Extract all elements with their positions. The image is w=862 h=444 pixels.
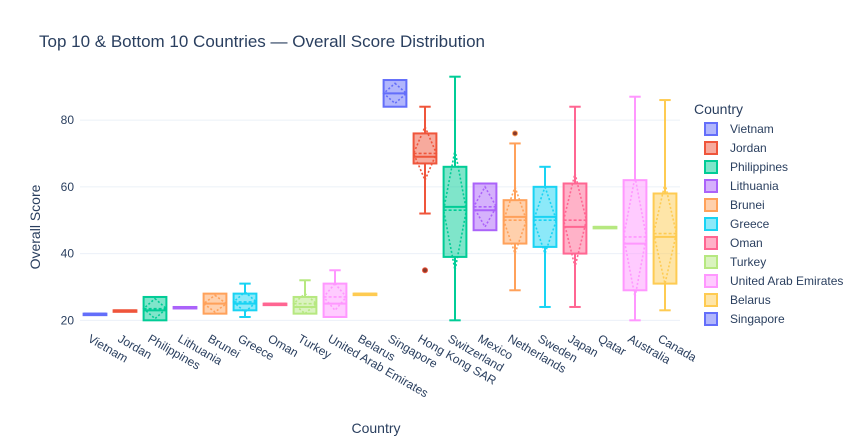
box-australia [622, 95, 648, 322]
legend-swatch [704, 255, 718, 269]
legend-swatch [704, 217, 718, 231]
box-jordan [112, 309, 138, 313]
legend-item[interactable]: Vietnam [704, 122, 774, 136]
box-turkey [292, 279, 318, 315]
y-axis-title: Overall Score [27, 184, 43, 269]
legend-swatch [704, 293, 718, 307]
box-netherlands [502, 130, 528, 292]
box-switzerland [442, 75, 468, 322]
box-united-arab-emirates [322, 269, 348, 318]
legend-label: United Arab Emirates [730, 274, 843, 288]
legend-item[interactable]: Oman [704, 236, 763, 250]
iqr-box [322, 282, 348, 318]
legend-label: Belarus [730, 293, 771, 307]
iqr-box [652, 192, 678, 285]
mean-sd-diamond [412, 124, 438, 183]
box-greece [232, 282, 258, 318]
legend-item[interactable]: Brunei [704, 198, 765, 212]
legend-label: Turkey [730, 255, 766, 269]
box-brunei [202, 292, 228, 315]
mean-sd-diamond [442, 149, 468, 271]
legend-swatch [704, 179, 718, 193]
box-lithuania [172, 305, 198, 310]
box-canada [652, 99, 678, 312]
x-axis-title: Country [351, 420, 400, 436]
iqr-box [412, 132, 438, 165]
legend-swatch [704, 122, 718, 136]
legend-label: Oman [730, 236, 763, 250]
mean-sd-diamond [202, 294, 228, 313]
box-qatar [592, 225, 618, 230]
box-series [82, 75, 678, 322]
iqr-box [292, 295, 318, 315]
chart-title: Top 10 & Bottom 10 Countries — Overall S… [39, 32, 485, 51]
legend-label: Greece [730, 217, 770, 231]
y-tick-label: 60 [61, 180, 75, 194]
legend-item[interactable]: Greece [704, 217, 770, 231]
y-tick-label: 80 [61, 113, 75, 127]
legend-label: Philippines [730, 160, 788, 174]
mean-sd-diamond [622, 176, 648, 298]
legend-item[interactable]: Belarus [704, 293, 771, 307]
legend: Country Vietnam Jordan Philippines Lithuani… [694, 101, 843, 326]
x-axis-ticks: VietnamJordanPhilippinesLithuaniaBruneiG… [86, 331, 700, 400]
y-axis-ticks: 20 40 60 80 [61, 113, 75, 327]
outlier-point [422, 267, 428, 274]
legend-item[interactable]: Jordan [704, 141, 767, 155]
x-tick-label: Turkey [296, 331, 334, 361]
legend-label: Brunei [730, 198, 765, 212]
box-oman [262, 302, 288, 307]
legend-label: Vietnam [730, 122, 774, 136]
legend-swatch [704, 141, 718, 155]
mean-sd-diamond [562, 173, 588, 268]
x-tick-label: Qatar [596, 331, 629, 358]
outlier-point [512, 130, 518, 137]
legend-item[interactable]: Philippines [704, 160, 788, 174]
legend-item[interactable]: Singapore [704, 312, 785, 326]
legend-title: Country [694, 101, 743, 117]
legend-item[interactable]: Lithuania [704, 179, 779, 193]
box-japan [562, 105, 588, 308]
mean-sd-diamond [502, 184, 528, 257]
legend-item[interactable]: United Arab Emirates [704, 274, 843, 288]
y-tick-label: 40 [61, 247, 75, 261]
iqr-box [502, 199, 528, 245]
iqr-box [442, 165, 468, 258]
box-sweden [532, 165, 558, 308]
y-gridlines [80, 119, 680, 321]
legend-swatch [704, 198, 718, 212]
legend-item[interactable]: Turkey [704, 255, 766, 269]
box-hong-kong-sar [412, 105, 438, 274]
legend-swatch [704, 312, 718, 326]
legend-swatch [704, 160, 718, 174]
box-vietnam [82, 312, 108, 317]
legend-swatch [704, 274, 718, 288]
legend-label: Jordan [730, 141, 767, 155]
box-singapore [382, 79, 408, 108]
box-belarus [352, 292, 378, 297]
box-philippines [142, 295, 168, 322]
y-tick-label: 20 [61, 313, 75, 327]
iqr-box [562, 182, 588, 255]
legend-label: Lithuania [730, 179, 779, 193]
mean-sd-diamond [532, 184, 558, 257]
box-mexico [472, 182, 498, 232]
legend-swatch [704, 236, 718, 250]
legend-label: Singapore [730, 312, 785, 326]
mean-sd-diamond [472, 185, 498, 229]
iqr-box [622, 179, 648, 292]
